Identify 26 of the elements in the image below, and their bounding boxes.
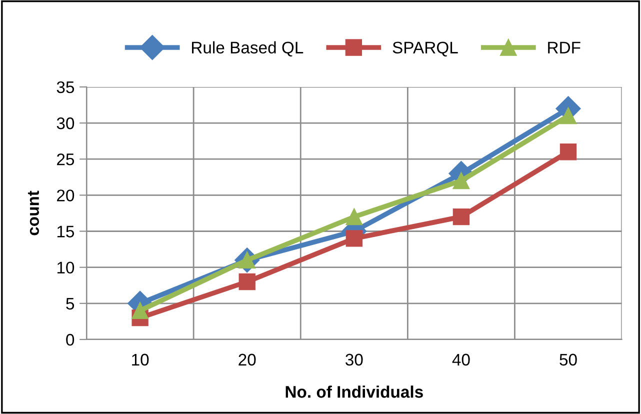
y-tick-label: 0 xyxy=(66,334,74,346)
point xyxy=(346,208,362,226)
point xyxy=(132,302,148,319)
point xyxy=(452,208,470,226)
x-tick-label: 20 xyxy=(238,354,256,366)
point xyxy=(346,230,362,247)
y-tick-label: 25 xyxy=(57,153,74,166)
x-tick-label: 30 xyxy=(346,354,363,366)
x-tick-label: 50 xyxy=(560,354,577,366)
y-tick-label: 5 xyxy=(66,298,74,310)
point xyxy=(452,172,470,190)
y-tick-label: 10 xyxy=(57,262,74,274)
legend-label: Rule Based QL xyxy=(192,41,304,56)
point xyxy=(560,144,577,160)
y-axis-title: count xyxy=(28,190,40,236)
y-tick-label: 20 xyxy=(57,190,74,202)
x-tick-label: 10 xyxy=(132,354,149,366)
point xyxy=(238,273,256,290)
y-tick-label: 35 xyxy=(56,81,74,94)
point xyxy=(560,107,577,124)
x-axis-title: No. of Individuals xyxy=(286,386,423,398)
legend-label: RDF xyxy=(548,42,580,54)
y-tick-label: 15 xyxy=(57,226,74,238)
y-tick-label: 30 xyxy=(56,117,74,130)
x-tick-label: 40 xyxy=(452,354,470,366)
legend-label: SPARQL xyxy=(392,42,458,56)
